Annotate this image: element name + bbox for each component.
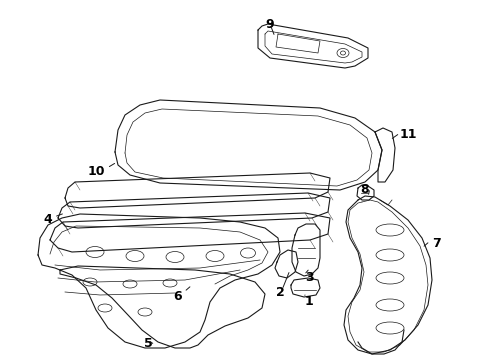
Text: 8: 8 <box>361 183 369 196</box>
Text: 2: 2 <box>275 286 284 299</box>
Text: 3: 3 <box>305 271 314 284</box>
Text: 10: 10 <box>88 165 105 178</box>
Text: 1: 1 <box>305 295 314 308</box>
Text: 5: 5 <box>144 337 152 350</box>
Text: 9: 9 <box>266 18 274 31</box>
Text: 11: 11 <box>400 128 417 141</box>
Text: 4: 4 <box>43 213 52 226</box>
Text: 6: 6 <box>173 290 182 303</box>
Text: 7: 7 <box>432 237 441 250</box>
